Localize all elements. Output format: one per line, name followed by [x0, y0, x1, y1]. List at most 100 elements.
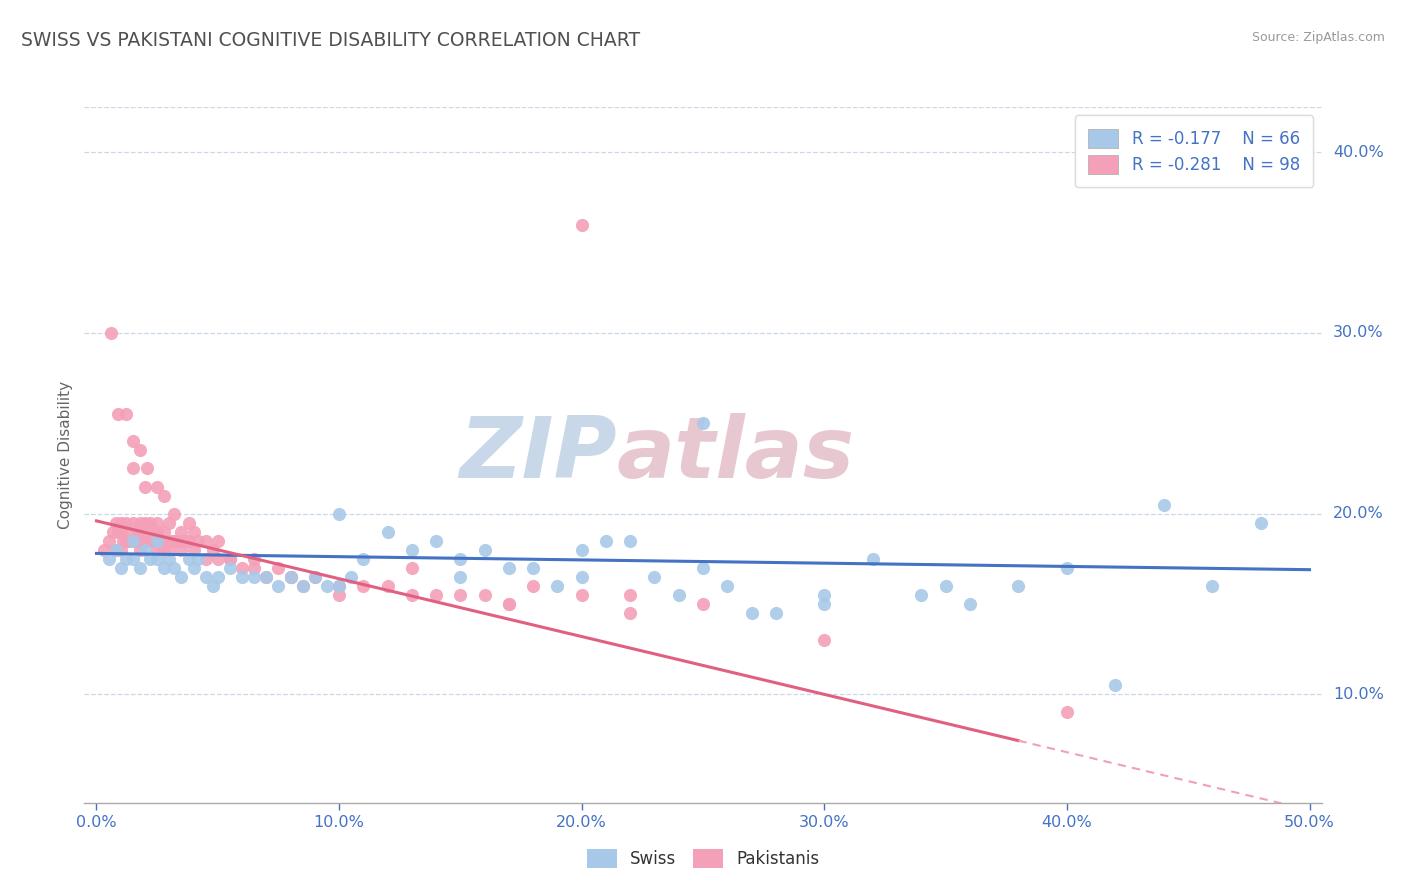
Point [112, 533, 135, 548]
Point [93, 542, 115, 557]
Legend: R = -0.177    N = 66, R = -0.281    N = 98: R = -0.177 N = 66, R = -0.281 N = 98 [1076, 115, 1313, 187]
Point [157, 551, 180, 566]
Point [110, 561, 132, 575]
Point [183, 524, 205, 539]
Point [716, 579, 738, 593]
Point [1056, 706, 1078, 720]
Point [474, 542, 496, 557]
Point [136, 461, 159, 475]
Point [122, 516, 145, 530]
Point [741, 606, 763, 620]
Point [352, 551, 374, 566]
Point [813, 597, 835, 611]
Text: 40.0%: 40.0% [1333, 145, 1384, 160]
Text: Source: ZipAtlas.com: Source: ZipAtlas.com [1251, 31, 1385, 45]
Point [522, 561, 544, 575]
Point [813, 633, 835, 648]
Point [571, 542, 593, 557]
Point [1104, 678, 1126, 692]
Point [267, 579, 290, 593]
Point [134, 542, 156, 557]
Point [114, 551, 136, 566]
Point [187, 533, 209, 548]
Point [153, 489, 176, 503]
Point [122, 533, 145, 548]
Point [207, 533, 229, 548]
Point [163, 507, 186, 521]
Point [129, 443, 152, 458]
Point [177, 551, 200, 566]
Point [291, 579, 314, 593]
Point [139, 533, 162, 548]
Point [219, 551, 242, 566]
Point [127, 524, 149, 539]
Point [177, 533, 200, 548]
Point [129, 516, 152, 530]
Point [498, 597, 520, 611]
Point [110, 524, 132, 539]
Y-axis label: Cognitive Disability: Cognitive Disability [58, 381, 73, 529]
Point [1250, 516, 1272, 530]
Point [316, 579, 339, 593]
Point [173, 533, 195, 548]
Point [120, 524, 142, 539]
Point [619, 606, 641, 620]
Point [571, 218, 593, 232]
Point [280, 570, 302, 584]
Point [141, 524, 163, 539]
Point [910, 588, 932, 602]
Point [143, 533, 166, 548]
Point [1007, 579, 1029, 593]
Point [194, 570, 217, 584]
Point [692, 417, 714, 431]
Point [959, 597, 981, 611]
Point [254, 570, 277, 584]
Point [692, 561, 714, 575]
Point [522, 579, 544, 593]
Point [449, 570, 471, 584]
Point [114, 516, 136, 530]
Point [304, 570, 326, 584]
Point [254, 570, 277, 584]
Point [1153, 498, 1175, 512]
Point [328, 579, 350, 593]
Point [100, 326, 122, 340]
Point [328, 579, 350, 593]
Point [157, 542, 180, 557]
Point [862, 551, 884, 566]
Point [935, 579, 957, 593]
Point [231, 561, 253, 575]
Text: 30.0%: 30.0% [1333, 326, 1384, 341]
Point [163, 533, 186, 548]
Point [97, 533, 120, 548]
Point [134, 479, 156, 493]
Point [1056, 561, 1078, 575]
Text: 10.0%: 10.0% [1333, 687, 1384, 702]
Point [134, 516, 156, 530]
Text: ZIP: ZIP [458, 413, 616, 497]
Point [139, 516, 162, 530]
Point [146, 516, 169, 530]
Point [765, 606, 787, 620]
Point [183, 542, 205, 557]
Point [170, 542, 193, 557]
Point [571, 570, 593, 584]
Point [139, 551, 162, 566]
Point [146, 524, 169, 539]
Point [104, 516, 127, 530]
Point [97, 551, 120, 566]
Text: SWISS VS PAKISTANI COGNITIVE DISABILITY CORRELATION CHART: SWISS VS PAKISTANI COGNITIVE DISABILITY … [21, 31, 640, 50]
Point [498, 561, 520, 575]
Point [201, 579, 224, 593]
Point [201, 542, 224, 557]
Point [231, 570, 253, 584]
Point [207, 551, 229, 566]
Point [129, 533, 152, 548]
Point [110, 542, 132, 557]
Point [291, 579, 314, 593]
Point [194, 533, 217, 548]
Point [103, 524, 125, 539]
Point [304, 570, 326, 584]
Point [122, 533, 145, 548]
Point [328, 507, 350, 521]
